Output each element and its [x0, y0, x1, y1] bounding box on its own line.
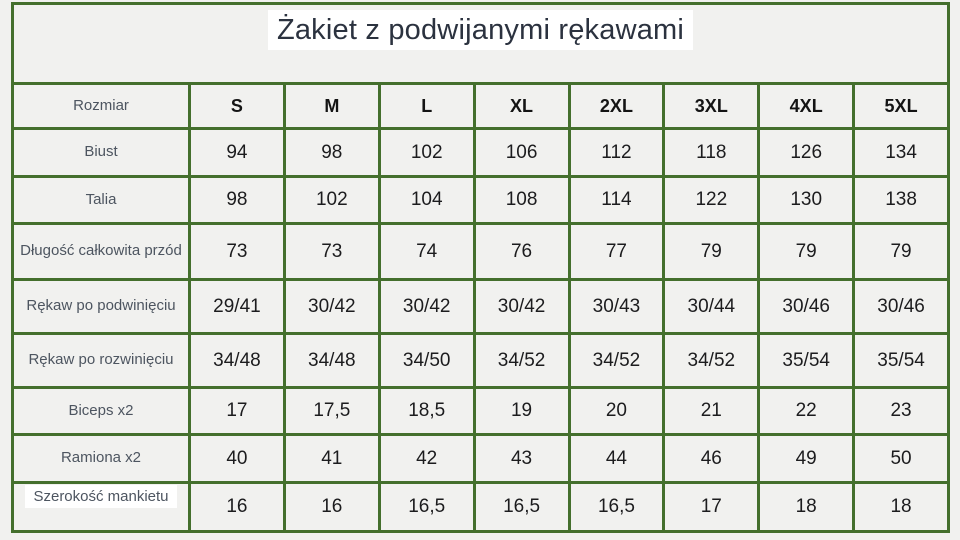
size-table: Żakiet z podwijanymi rękawami Rozmiar S M L…: [14, 5, 947, 530]
table-value: 108: [475, 178, 568, 222]
size-header-4xl: 4XL: [760, 85, 853, 127]
table-value: 30/46: [760, 281, 853, 332]
size-header-2xl: 2XL: [570, 85, 663, 127]
table-value: 94: [191, 130, 283, 175]
table-value: 44: [570, 436, 663, 481]
table-value: 18: [760, 484, 853, 530]
table-value: 41: [285, 436, 378, 481]
table-value: 134: [855, 130, 947, 175]
table-value: 23: [855, 389, 947, 433]
row-label-text: Szerokość mankietu: [25, 485, 177, 508]
table-value: 17: [665, 484, 758, 530]
size-header-l: L: [380, 85, 473, 127]
row-label: Ramiona x2: [14, 436, 188, 481]
table-value: 30/44: [665, 281, 758, 332]
row-label: Szerokość mankietu: [14, 484, 188, 530]
table-value: 114: [570, 178, 663, 222]
table-value: 22: [760, 389, 853, 433]
row-label: Talia: [14, 178, 188, 222]
table-value: 138: [855, 178, 947, 222]
table-value: 30/43: [570, 281, 663, 332]
table-value: 18: [855, 484, 947, 530]
table-value: 98: [191, 178, 283, 222]
corner-label-rozmiar: Rozmiar: [14, 85, 188, 127]
row-label: Biust: [14, 130, 188, 175]
table-value: 18,5: [380, 389, 473, 433]
table-value: 17: [191, 389, 283, 433]
table-value: 19: [475, 389, 568, 433]
table-value: 76: [475, 225, 568, 278]
row-label: Biceps x2: [14, 389, 188, 433]
table-value: 30/42: [285, 281, 378, 332]
table-value: 34/48: [191, 335, 283, 386]
table-value: 35/54: [760, 335, 853, 386]
size-header-5xl: 5XL: [855, 85, 947, 127]
table-value: 77: [570, 225, 663, 278]
table-value: 98: [285, 130, 378, 175]
table-value: 16,5: [570, 484, 663, 530]
table-value: 122: [665, 178, 758, 222]
size-header-m: M: [285, 85, 378, 127]
size-header-xl: XL: [475, 85, 568, 127]
table-value: 50: [855, 436, 947, 481]
row-label: Rękaw po rozwinięciu: [14, 335, 188, 386]
table-value: 16,5: [380, 484, 473, 530]
table-value: 16,5: [475, 484, 568, 530]
table-value: 42: [380, 436, 473, 481]
row-label: Długość całkowita przód: [14, 225, 188, 278]
table-value: 106: [475, 130, 568, 175]
table-value: 102: [285, 178, 378, 222]
table-value: 30/46: [855, 281, 947, 332]
table-value: 130: [760, 178, 853, 222]
table-value: 49: [760, 436, 853, 481]
table-value: 21: [665, 389, 758, 433]
table-value: 34/52: [665, 335, 758, 386]
table-value: 46: [665, 436, 758, 481]
table-value: 34/52: [475, 335, 568, 386]
chart-title-cell: Żakiet z podwijanymi rękawami: [14, 5, 947, 82]
table-value: 102: [380, 130, 473, 175]
table-value: 43: [475, 436, 568, 481]
page-title: Żakiet z podwijanymi rękawami: [267, 10, 694, 50]
table-value: 79: [855, 225, 947, 278]
table-value: 73: [191, 225, 283, 278]
table-value: 73: [285, 225, 378, 278]
table-value: 16: [285, 484, 378, 530]
table-value: 34/48: [285, 335, 378, 386]
table-value: 79: [665, 225, 758, 278]
table-value: 29/41: [191, 281, 283, 332]
table-value: 30/42: [380, 281, 473, 332]
table-value: 104: [380, 178, 473, 222]
table-value: 35/54: [855, 335, 947, 386]
size-header-3xl: 3XL: [665, 85, 758, 127]
table-value: 30/42: [475, 281, 568, 332]
table-value: 34/52: [570, 335, 663, 386]
table-value: 112: [570, 130, 663, 175]
table-value: 40: [191, 436, 283, 481]
table-value: 118: [665, 130, 758, 175]
table-value: 126: [760, 130, 853, 175]
size-header-s: S: [191, 85, 283, 127]
table-value: 74: [380, 225, 473, 278]
size-chart-frame: Żakiet z podwijanymi rękawami Rozmiar S M L…: [11, 2, 950, 533]
table-value: 17,5: [285, 389, 378, 433]
table-value: 34/50: [380, 335, 473, 386]
row-label: Rękaw po podwinięciu: [14, 281, 188, 332]
table-value: 16: [191, 484, 283, 530]
table-value: 79: [760, 225, 853, 278]
table-value: 20: [570, 389, 663, 433]
